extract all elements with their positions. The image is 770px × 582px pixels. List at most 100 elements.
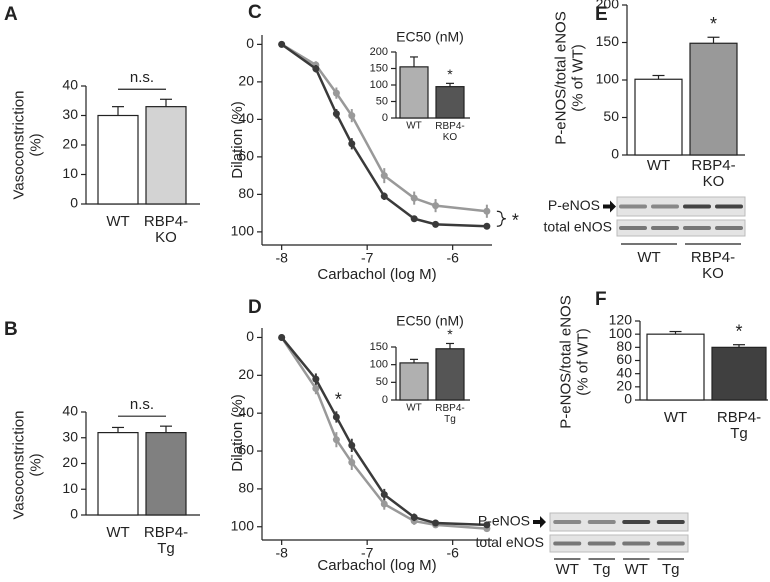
point	[410, 194, 418, 202]
group-label: WT	[637, 249, 660, 266]
y-tick-label: 0	[624, 391, 632, 407]
arrow	[603, 200, 616, 213]
bar	[145, 432, 187, 516]
y-tick-label: 150	[370, 341, 388, 353]
band	[656, 541, 685, 546]
band	[622, 520, 651, 524]
y-axis-label: (%)	[27, 133, 44, 156]
y-tick-label: 80	[238, 480, 254, 496]
y-tick-label: 50	[603, 108, 619, 124]
y-tick-label: 0	[611, 146, 619, 162]
y-tick-label: 100	[596, 71, 620, 87]
bar	[435, 348, 465, 401]
y-tick-label: 0	[70, 506, 78, 522]
x-tick-label: WT	[106, 213, 129, 230]
x-tick-label: RBP4-KO	[144, 213, 188, 246]
brace	[496, 210, 506, 227]
point	[410, 513, 418, 521]
x-tick-label: -6	[446, 545, 459, 561]
x-tick-label: RBP4-KO	[691, 157, 735, 190]
annotation: *	[447, 66, 453, 82]
y-tick-label: 80	[238, 185, 254, 201]
point	[348, 441, 356, 449]
band	[715, 204, 743, 209]
x-tick-label: WT	[406, 121, 422, 132]
point	[332, 413, 340, 421]
annotation: *	[710, 14, 717, 34]
y-tick-label: 100	[231, 223, 255, 239]
band	[651, 204, 679, 209]
point	[410, 215, 418, 223]
point	[432, 220, 440, 228]
y-tick-label: 150	[370, 62, 388, 74]
annotation: *	[447, 326, 453, 342]
bar	[435, 86, 465, 119]
y-tick-label: 200	[596, 0, 620, 12]
x-tick-label: WT	[406, 403, 422, 414]
blot	[549, 512, 689, 532]
group-label: Tg	[662, 561, 680, 578]
group-label: WT	[556, 561, 579, 578]
y-tick-label: 0	[246, 35, 254, 51]
y-tick-label: 20	[62, 454, 78, 470]
y-tick-label: 30	[62, 428, 78, 444]
annotation: *	[512, 211, 519, 231]
arrow	[533, 516, 546, 528]
point	[380, 192, 388, 200]
x-tick-label: WT	[106, 524, 129, 541]
y-tick-label: 60	[616, 351, 632, 367]
band	[651, 226, 679, 230]
y-tick-label: 0	[70, 195, 78, 211]
annotation: n.s.	[130, 69, 154, 86]
y-tick-label: 40	[62, 403, 78, 419]
point	[312, 385, 320, 393]
inset-title: EC50 (nM)	[396, 29, 464, 45]
y-tick-label: 50	[376, 95, 388, 107]
blot-label: total eNOS	[544, 219, 612, 235]
y-axis-label: Vasoconstriction	[10, 91, 27, 200]
x-tick-label: -7	[361, 250, 374, 266]
y-tick-label: 60	[238, 442, 254, 458]
point	[483, 222, 491, 230]
y-tick-label: 40	[616, 364, 632, 380]
bar	[399, 362, 429, 401]
point	[348, 458, 356, 466]
y-tick-label: 0	[382, 112, 388, 124]
y-tick-label: 40	[238, 110, 254, 126]
blot	[549, 534, 689, 553]
group-label: RBP4-KO	[691, 249, 735, 282]
y-tick-label: 200	[370, 46, 388, 58]
annotation: *	[735, 321, 742, 341]
line	[280, 336, 487, 530]
y-tick-label: 50	[376, 376, 388, 388]
y-tick-label: 60	[238, 148, 254, 164]
blot	[616, 219, 746, 237]
y-tick-label: 100	[370, 359, 388, 371]
band	[587, 520, 616, 524]
y-tick-label: 100	[370, 79, 388, 91]
panel-label: D	[248, 297, 262, 318]
y-tick-label: 0	[382, 394, 388, 406]
bar	[97, 432, 139, 516]
y-axis-label: P-eNOS/total eNOS	[557, 295, 574, 428]
blot-label: P-eNOS	[478, 513, 530, 529]
x-tick-label: -8	[275, 250, 288, 266]
point	[432, 202, 440, 210]
point	[278, 40, 286, 48]
y-axis-label: (%)	[27, 453, 44, 476]
panel-label: E	[595, 4, 608, 25]
band	[587, 541, 616, 546]
y-tick-label: 40	[62, 77, 78, 93]
y-tick-label: 10	[62, 165, 78, 181]
annotation: n.s.	[130, 396, 154, 413]
band	[683, 226, 711, 230]
y-axis-label: Dilation (%)	[229, 394, 246, 472]
inset-title: EC50 (nM)	[396, 313, 464, 329]
y-tick-label: 20	[616, 378, 632, 394]
point	[278, 333, 286, 341]
y-tick-label: 120	[609, 312, 633, 328]
x-tick-label: WT	[647, 157, 670, 174]
point	[380, 491, 388, 499]
point	[483, 521, 491, 529]
y-axis-label: P-eNOS/total eNOS	[552, 11, 569, 144]
